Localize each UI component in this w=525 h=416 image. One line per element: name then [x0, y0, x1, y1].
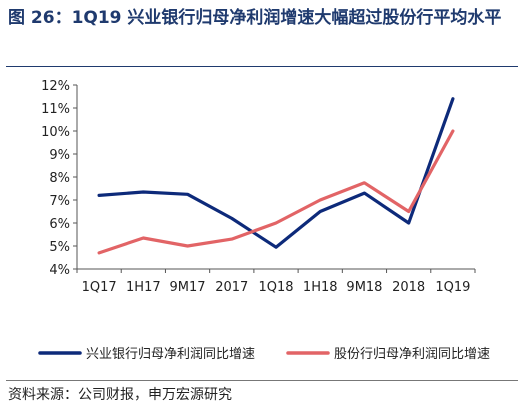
- y-tick-label: 5%: [49, 240, 70, 255]
- x-tick-label: 1Q19: [435, 280, 470, 295]
- y-tick-label: 8%: [49, 171, 70, 186]
- y-tick-label: 7%: [49, 194, 70, 209]
- x-axis-ticks: 1Q17 1H17 9M17 2017 1Q18 1H18 9M18 2018 1Q19: [76, 269, 476, 295]
- y-tick-label: 9%: [49, 148, 70, 163]
- y-tick-label: 10%: [41, 125, 70, 140]
- x-tick-label: 1Q18: [258, 280, 293, 295]
- series-lines: [97, 97, 455, 255]
- line-chart: 4%5%6%7%8%9%10%11%12% 1Q17 1H17 9M17 2017 1Q…: [38, 79, 490, 362]
- x-tick-label: 1Q17: [82, 280, 117, 295]
- x-tick-label: 2017: [215, 280, 248, 295]
- x-tick-label: 9M18: [346, 280, 382, 295]
- y-tick-label: 4%: [49, 263, 70, 278]
- x-tick-label: 1H18: [303, 280, 338, 295]
- y-tick-label: 11%: [41, 102, 70, 117]
- legend-label-1: 兴业银行归母净利润同比增速: [86, 347, 255, 362]
- series-line-2: [97, 129, 455, 255]
- chart-title: 图 26：1Q19 兴业银行归母净利润增速大幅超过股份行平均水平: [8, 8, 502, 28]
- source-note: 资料来源：公司财报，申万宏源研究: [8, 387, 232, 403]
- series-line-1: [97, 97, 455, 249]
- y-tick-label: 6%: [49, 217, 70, 232]
- source-divider: [6, 380, 518, 381]
- y-axis-ticks: 4% 5% 6% 7% 8% 9% 10% 11% 12%: [41, 79, 77, 278]
- legend-label-2: 股份行归母净利润同比增速: [334, 347, 490, 362]
- legend: 兴业银行归母净利润同比增速 股份行归母净利润同比增速: [38, 347, 490, 362]
- title-divider: [6, 66, 518, 67]
- x-tick-label: 1H17: [126, 280, 161, 295]
- y-tick-label: 12%: [41, 79, 70, 94]
- x-tick-label: 9M17: [170, 280, 206, 295]
- x-tick-label: 2018: [392, 280, 425, 295]
